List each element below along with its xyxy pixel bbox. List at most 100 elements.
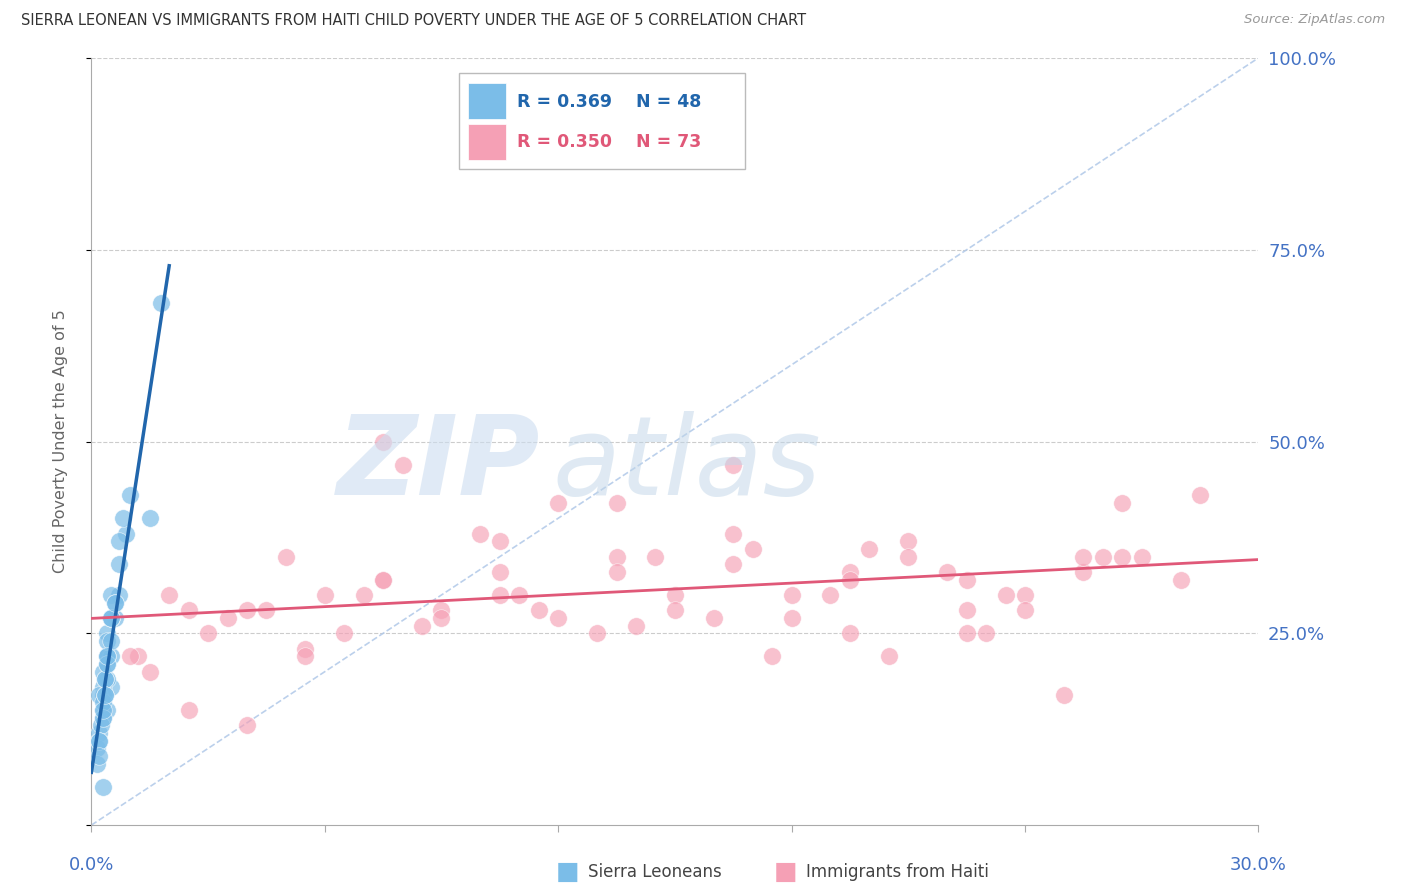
Point [120, 649, 142, 664]
Text: 30.0%: 30.0% [1230, 855, 1286, 873]
Point [91, 695, 114, 709]
Point [644, 549, 666, 564]
Point [1053, 688, 1076, 702]
Point [100, 611, 122, 625]
Point [586, 626, 609, 640]
Text: R = 0.369    N = 48: R = 0.369 N = 48 [517, 93, 702, 111]
Text: Sierra Leoneans: Sierra Leoneans [588, 863, 721, 881]
Text: Source: ZipAtlas.com: Source: ZipAtlas.com [1244, 13, 1385, 27]
Point [94, 688, 117, 702]
Point [897, 534, 920, 549]
Point [547, 611, 569, 625]
Point [838, 626, 860, 640]
Point [89, 749, 111, 764]
Text: 0.0%: 0.0% [69, 855, 114, 873]
FancyBboxPatch shape [468, 124, 506, 160]
Point [838, 573, 860, 587]
Point [624, 618, 647, 632]
Point [1111, 496, 1133, 510]
Point [723, 558, 745, 572]
Point [236, 603, 259, 617]
Point [256, 603, 278, 617]
Point [470, 526, 492, 541]
Point [294, 641, 316, 656]
Point [371, 573, 394, 587]
Point [547, 496, 569, 510]
FancyBboxPatch shape [458, 73, 745, 169]
Point [150, 296, 173, 310]
Point [120, 488, 142, 502]
Y-axis label: Child Poverty Under the Age of 5: Child Poverty Under the Age of 5 [53, 310, 67, 574]
Point [91, 703, 114, 717]
Point [100, 611, 122, 625]
Point [177, 603, 200, 617]
Point [236, 718, 259, 732]
Point [333, 626, 356, 640]
Point [1091, 549, 1114, 564]
Point [508, 588, 530, 602]
Point [104, 596, 127, 610]
Point [115, 526, 138, 541]
Point [104, 611, 127, 625]
Point [91, 680, 114, 694]
Point [100, 611, 122, 625]
Point [664, 603, 686, 617]
Point [664, 588, 686, 602]
Point [1073, 565, 1095, 579]
Point [89, 688, 111, 702]
Point [96, 657, 118, 671]
Point [100, 634, 122, 648]
Point [111, 511, 134, 525]
Point [157, 588, 180, 602]
Point [91, 665, 114, 679]
Point [974, 626, 997, 640]
Point [91, 688, 114, 702]
Point [314, 588, 336, 602]
Point [94, 673, 117, 687]
Point [936, 565, 959, 579]
Text: Immigrants from Haiti: Immigrants from Haiti [806, 863, 988, 881]
Point [91, 711, 114, 725]
Point [94, 688, 117, 702]
Point [107, 558, 129, 572]
Point [91, 780, 114, 794]
Point [489, 565, 512, 579]
Point [605, 565, 627, 579]
Point [411, 618, 433, 632]
Point [107, 588, 129, 602]
Point [89, 726, 111, 740]
Point [820, 588, 842, 602]
Point [197, 626, 219, 640]
Point [1014, 588, 1036, 602]
Point [1073, 549, 1095, 564]
Text: atlas: atlas [553, 411, 821, 518]
Point [371, 434, 394, 449]
Point [177, 703, 200, 717]
Point [430, 611, 453, 625]
Point [703, 611, 725, 625]
Point [91, 711, 114, 725]
Point [761, 649, 783, 664]
Point [104, 596, 127, 610]
Point [956, 573, 979, 587]
Point [127, 649, 149, 664]
Point [994, 588, 1017, 602]
Point [89, 733, 111, 747]
Point [96, 634, 118, 648]
Point [96, 673, 118, 687]
Point [605, 496, 627, 510]
Point [96, 649, 118, 664]
Point [96, 649, 118, 664]
Point [780, 611, 803, 625]
Point [371, 573, 394, 587]
Point [1170, 573, 1192, 587]
Point [94, 673, 117, 687]
Point [723, 458, 745, 472]
Point [897, 549, 920, 564]
Point [391, 458, 413, 472]
Point [96, 703, 118, 717]
Point [956, 626, 979, 640]
Text: R = 0.350    N = 73: R = 0.350 N = 73 [517, 134, 702, 152]
Point [489, 588, 512, 602]
Point [723, 526, 745, 541]
